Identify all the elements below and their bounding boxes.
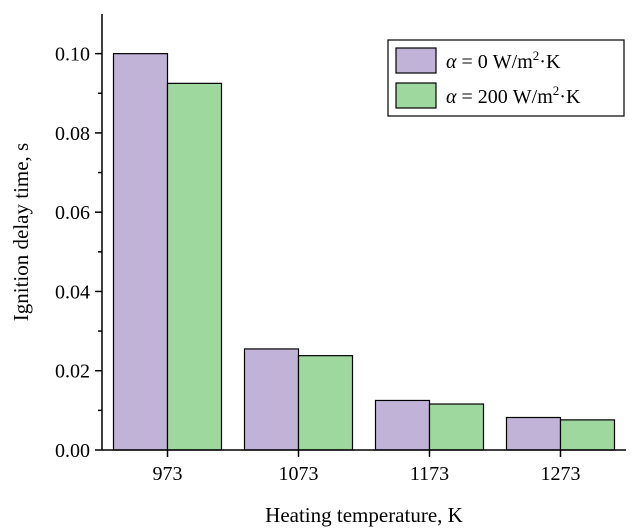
bar-series-2 <box>297 355 354 451</box>
bar-series-1 <box>243 348 300 451</box>
bar-series-1 <box>374 399 431 451</box>
x-tick-label: 973 <box>153 463 183 485</box>
y-ticks-group: 0.00 0.02 0.04 0.06 0.08 0.10 <box>55 44 102 462</box>
legend-label-2: α = 200 W/m2·K <box>446 83 581 108</box>
bar-series-2 <box>559 419 616 451</box>
y-tick-label: 0.04 <box>55 281 90 303</box>
y-tick-label: 0.10 <box>55 44 90 66</box>
y-axis-title: Ignition delay time, s <box>9 143 33 321</box>
axes-group <box>101 14 626 451</box>
bar-series-1 <box>112 53 169 451</box>
x-axis-title: Heating temperature, K <box>265 503 463 527</box>
y-tick-label: 0.00 <box>55 440 90 462</box>
legend-label-1: α = 0 W/m2·K <box>446 48 561 73</box>
legend: α = 0 W/m2·K α = 200 W/m2·K <box>387 39 625 117</box>
bar-series-2 <box>166 82 223 451</box>
bars-group <box>112 53 616 451</box>
x-tick-label: 1073 <box>279 463 319 485</box>
bar-series-1 <box>505 416 562 451</box>
x-tick-label: 1173 <box>410 463 449 485</box>
y-tick-label: 0.08 <box>55 123 90 145</box>
x-ticks-group: 973 1073 1173 1273 <box>153 450 581 485</box>
bar-series-2 <box>428 403 485 451</box>
y-tick-label: 0.02 <box>55 361 90 383</box>
x-tick-label: 1273 <box>541 463 581 485</box>
y-tick-label: 0.06 <box>55 202 90 224</box>
legend-swatch-1 <box>395 47 437 74</box>
legend-swatch-2 <box>395 82 437 109</box>
